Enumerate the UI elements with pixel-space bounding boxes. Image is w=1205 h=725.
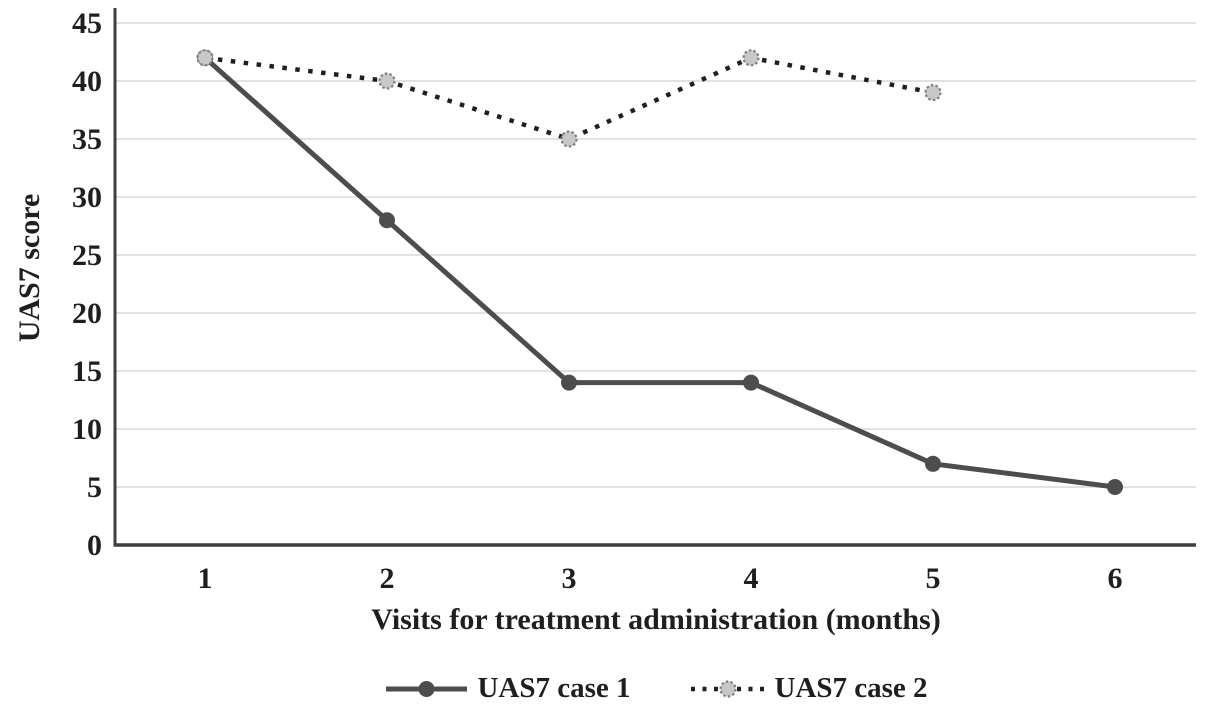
x-tick-label: 2	[380, 562, 395, 595]
data-point-marker	[742, 49, 760, 67]
data-point-marker	[418, 680, 435, 697]
data-point-marker	[379, 212, 395, 229]
y-tick-label: 25	[72, 239, 102, 272]
legend-solid-line-sample	[386, 680, 468, 697]
legend-dotted-line-sample	[690, 679, 765, 698]
legend: UAS7 case 1 UAS7 case 2	[116, 672, 1196, 705]
data-point-marker	[924, 83, 942, 102]
y-tick-label: 20	[72, 297, 102, 330]
y-tick-label: 45	[72, 7, 102, 40]
data-point-marker	[561, 374, 577, 391]
y-tick-label: 5	[87, 471, 102, 504]
y-tick-label: 0	[87, 529, 102, 562]
series-line	[204, 55, 934, 142]
x-tick-label: 4	[744, 562, 759, 595]
data-point-marker	[743, 374, 759, 391]
legend-item-case1: UAS7 case 1	[384, 672, 631, 705]
y-tick-label: 35	[72, 123, 102, 156]
x-tick-label: 1	[198, 562, 213, 595]
legend-label-case2: UAS7 case 2	[774, 672, 928, 704]
legend-item-case2: UAS7 case 2	[689, 672, 928, 705]
series-line	[203, 55, 1116, 490]
y-tick-label: 15	[72, 355, 102, 388]
data-point-marker	[718, 679, 737, 698]
data-point-marker	[560, 130, 578, 148]
y-tick-label: 40	[72, 65, 102, 98]
data-point-marker	[196, 49, 214, 67]
legend-label-case1: UAS7 case 1	[477, 672, 631, 704]
data-point-marker	[925, 455, 941, 472]
y-axis-title: UAS7 score	[13, 193, 46, 343]
x-tick-label: 5	[926, 562, 941, 595]
y-tick-label: 10	[72, 413, 102, 446]
data-point-marker	[378, 72, 396, 90]
y-tick-label: 30	[72, 181, 102, 214]
data-point-marker	[1107, 479, 1123, 495]
x-tick-label: 3	[562, 562, 577, 595]
x-tick-label: 6	[1108, 562, 1123, 595]
x-axis-title: Visits for treatment administration (mon…	[371, 603, 941, 636]
